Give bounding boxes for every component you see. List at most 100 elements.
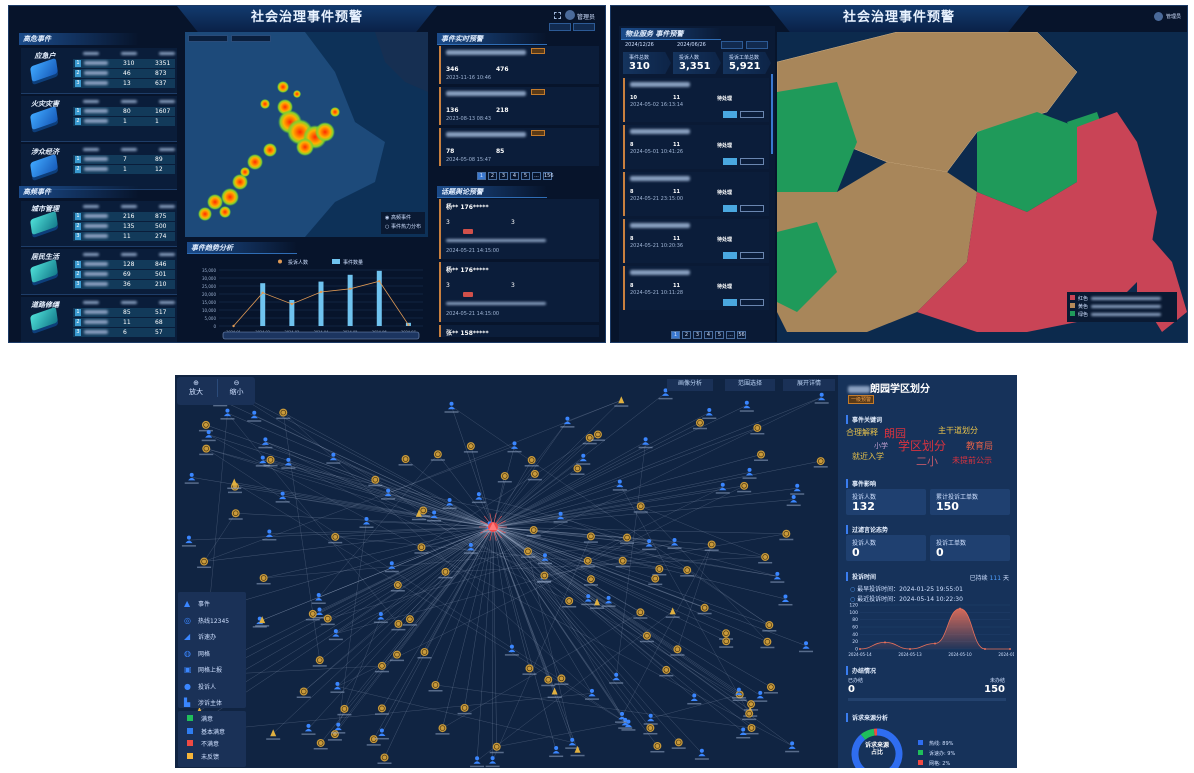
complainant-node[interactable] — [330, 681, 345, 693]
table-row[interactable]: 2 1 1 — [73, 117, 175, 126]
hotline-node[interactable] — [368, 475, 383, 487]
hotline-node[interactable] — [754, 450, 769, 461]
data-point[interactable] — [909, 648, 911, 650]
complainant-node[interactable] — [584, 688, 599, 700]
data-point[interactable] — [859, 648, 861, 650]
hotline-node[interactable] — [583, 532, 598, 543]
handle-button[interactable] — [723, 205, 737, 212]
hotline-node[interactable] — [366, 735, 381, 746]
hotline-node[interactable] — [650, 741, 665, 753]
hotline-node[interactable] — [276, 408, 291, 420]
complainant-node[interactable] — [799, 641, 814, 653]
hotline-node[interactable] — [522, 664, 537, 675]
line-point[interactable] — [290, 302, 294, 306]
hotline-node[interactable] — [305, 609, 320, 621]
bar[interactable] — [260, 283, 266, 326]
complainant-node[interactable] — [485, 756, 500, 768]
hotline-node[interactable] — [744, 723, 759, 735]
line-point[interactable] — [407, 323, 410, 326]
complainant-node[interactable] — [612, 479, 627, 491]
complainant-node[interactable] — [504, 644, 519, 656]
table-row[interactable]: 1 310 3351 — [73, 59, 175, 68]
hotline-node[interactable] — [813, 457, 828, 468]
opinion-card[interactable]: 杨** 176***** 3 3 2024-05-21 14:15:00 — [439, 262, 599, 322]
complainant-node[interactable] — [328, 629, 343, 641]
complainant-node[interactable] — [736, 727, 751, 739]
fast-handle-node[interactable] — [547, 687, 562, 699]
complainant-node[interactable] — [312, 607, 327, 619]
hotline-node[interactable] — [524, 456, 539, 467]
table-row[interactable]: 2 135 500 — [73, 222, 175, 231]
hotline-node[interactable] — [670, 645, 685, 656]
fullscreen-icon[interactable] — [554, 12, 561, 19]
line-point[interactable] — [232, 324, 235, 328]
complainant-node[interactable] — [601, 595, 616, 607]
complainant-node[interactable] — [275, 491, 290, 503]
legend-item[interactable]: ◍ 网格 — [184, 646, 240, 663]
table-row[interactable]: 1 7 89 — [73, 155, 175, 164]
hotline-node[interactable] — [671, 738, 686, 749]
complainant-node[interactable] — [258, 437, 273, 449]
legend-item[interactable]: 不满意 — [184, 739, 240, 752]
complainant-node[interactable] — [331, 722, 346, 734]
hotline-node[interactable] — [633, 502, 648, 513]
handle-button[interactable] — [723, 158, 737, 165]
hotline-node[interactable] — [377, 753, 392, 764]
fast-handle-node[interactable] — [411, 509, 426, 521]
complainant-node[interactable] — [220, 408, 235, 420]
details-button[interactable] — [740, 158, 764, 165]
fast-handle-node[interactable] — [614, 396, 629, 407]
hotline-node[interactable] — [296, 687, 311, 699]
reset-button[interactable] — [746, 41, 768, 49]
hotline-node[interactable] — [463, 442, 478, 453]
complainant-node[interactable] — [381, 488, 396, 500]
table-row[interactable]: 2 11 68 — [73, 318, 175, 327]
data-point[interactable] — [959, 607, 961, 610]
legend-item[interactable]: 基本满意 — [184, 727, 240, 740]
hotline-node[interactable] — [416, 506, 431, 517]
details-button[interactable] — [740, 111, 764, 118]
complainant-node[interactable] — [785, 741, 800, 753]
hotline-node[interactable] — [497, 472, 512, 483]
hotline-node[interactable] — [659, 665, 674, 677]
complainant-node[interactable] — [326, 452, 341, 464]
complainant-node[interactable] — [658, 388, 673, 400]
hotline-node[interactable] — [197, 557, 212, 569]
complainant-node[interactable] — [247, 410, 262, 422]
table-row[interactable]: 2 46 873 — [73, 69, 175, 78]
page-button[interactable]: 1 — [671, 331, 680, 339]
hotline-node[interactable] — [430, 450, 445, 461]
hotline-node[interactable] — [570, 464, 585, 475]
fast-handle-node[interactable] — [266, 729, 281, 740]
hotline-node[interactable] — [615, 556, 630, 568]
hotline-node[interactable] — [580, 556, 595, 568]
hotline-node[interactable] — [312, 656, 327, 667]
legend-item[interactable]: ◎ 热线12345 — [184, 613, 240, 630]
legend-item[interactable]: 绿色 — [1070, 311, 1174, 319]
complainant-node[interactable] — [442, 497, 457, 509]
complainant-node[interactable] — [301, 723, 316, 735]
legend-item[interactable]: ▣ 网格上报 — [184, 662, 240, 679]
event-card[interactable]: 10 11 待处理 2024-05-02 16:13:14 — [623, 78, 769, 122]
donut-slice[interactable] — [860, 728, 875, 740]
expand-details-button[interactable]: 展开详情 — [783, 379, 835, 391]
complainant-node[interactable] — [384, 561, 399, 573]
table-row[interactable]: 3 13 637 — [73, 79, 175, 88]
complainant-node[interactable] — [702, 408, 717, 420]
complainant-node[interactable] — [786, 495, 801, 507]
legend-item[interactable]: 未反馈 — [184, 752, 240, 765]
legend-item[interactable]: 红色 — [1070, 295, 1174, 303]
handle-button[interactable] — [723, 252, 737, 259]
complainant-node[interactable] — [615, 711, 630, 723]
hotline-node[interactable] — [313, 738, 328, 750]
page-button[interactable]: 1 — [477, 172, 486, 180]
hotline-node[interactable] — [198, 420, 213, 432]
complainant-node[interactable] — [373, 612, 388, 624]
hotline-node[interactable] — [652, 564, 667, 576]
hotline-node[interactable] — [527, 469, 542, 481]
hotline-node[interactable] — [374, 661, 389, 673]
complainant-node[interactable] — [374, 728, 389, 740]
legend-item[interactable]: 满意 — [184, 714, 240, 727]
hotline-node[interactable] — [417, 648, 432, 659]
complainant-node[interactable] — [731, 687, 746, 699]
